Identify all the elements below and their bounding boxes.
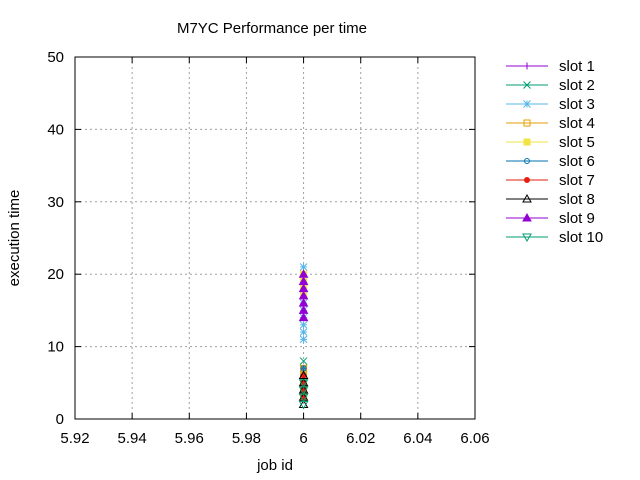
grid: [75, 57, 475, 419]
x-tick-label: 6: [299, 430, 307, 447]
y-tick-label: 10: [47, 339, 64, 356]
legend-item-slot-1: slot 1: [506, 58, 595, 75]
x-tick-label: 5.94: [118, 430, 147, 447]
data-point-slot-9: [298, 312, 309, 322]
legend-marker: [522, 212, 532, 222]
data-point-slot-9: [298, 269, 309, 278]
legend-item-slot-10: slot 10: [506, 229, 603, 246]
data-point-slot-2: [299, 364, 308, 373]
plot-frame: [74, 56, 476, 420]
data-point-slot-10: [298, 379, 309, 388]
legend-label: slot 10: [559, 229, 603, 246]
legend-item-slot-2: slot 2: [506, 77, 595, 94]
y-tick-label: 30: [47, 194, 64, 211]
y-tick-label: 20: [47, 266, 64, 283]
legend-item-slot-8: slot 8: [506, 191, 595, 208]
data-point-slot-3: [299, 328, 308, 336]
legend-marker: [523, 119, 531, 127]
x-tick-label: 5.96: [175, 430, 204, 447]
legend-item-slot-4: slot 4: [506, 115, 595, 132]
legend-label: slot 7: [559, 172, 595, 189]
legend-label: slot 4: [559, 115, 595, 132]
legend-label: slot 2: [559, 77, 595, 94]
x-tick-label: 5.92: [60, 430, 89, 447]
y-tick-label: 40: [47, 121, 64, 138]
data-point-slot-3: [299, 321, 308, 329]
legend-marker: [523, 62, 531, 70]
data-point-slot-9: [298, 290, 309, 300]
y-tick-label: 0: [56, 411, 64, 428]
legend-marker: [523, 81, 531, 89]
x-tick-label: 5.98: [232, 430, 261, 447]
legend-marker: [524, 158, 530, 164]
legend-label: slot 8: [559, 191, 595, 208]
x-axis-label: job id: [256, 457, 293, 474]
legend-label: slot 6: [559, 153, 595, 170]
legend-item-slot-3: slot 3: [506, 96, 595, 113]
legend-item-slot-7: slot 7: [506, 172, 595, 189]
legend-marker: [523, 138, 531, 146]
legend-item-slot-6: slot 6: [506, 153, 595, 170]
data-point-slot-9: [298, 276, 309, 285]
y-tick-label: 50: [47, 49, 64, 66]
x-tick-label: 6.04: [403, 430, 432, 447]
legend-label: slot 5: [559, 134, 595, 151]
data-point-slot-3: [299, 335, 308, 344]
data-points: [298, 263, 309, 410]
legend-marker: [524, 177, 530, 183]
data-point-slot-2: [299, 357, 308, 365]
legend-marker: [522, 193, 532, 203]
x-tick-label: 6.02: [346, 430, 375, 447]
legend-label: slot 3: [559, 96, 595, 113]
y-axis: 0 10 20 30 40 50: [47, 49, 475, 428]
y-axis-label: execution time: [6, 190, 23, 287]
data-point-slot-9: [298, 298, 309, 307]
x-tick-label: 6.06: [460, 430, 489, 447]
legend-marker: [522, 233, 532, 243]
legend-item-slot-5: slot 5: [506, 134, 595, 151]
legend-label: slot 9: [559, 210, 595, 227]
legend-item-slot-9: slot 9: [506, 210, 595, 227]
legend-marker: [523, 100, 531, 108]
data-point-slot-9: [298, 305, 309, 314]
data-point-slot-9: [298, 283, 309, 293]
data-point-slot-8: [298, 370, 309, 380]
x-axis: 5.92 5.94 5.96 5.98 6 6.02 6.04 6.06: [60, 57, 490, 447]
chart-title: M7YC Performance per time: [177, 20, 367, 37]
legend-label: slot 1: [559, 58, 595, 75]
legend: slot 1 slot 2 slot 3 slot 4 slot 5 slot 6 slot…: [506, 58, 603, 246]
